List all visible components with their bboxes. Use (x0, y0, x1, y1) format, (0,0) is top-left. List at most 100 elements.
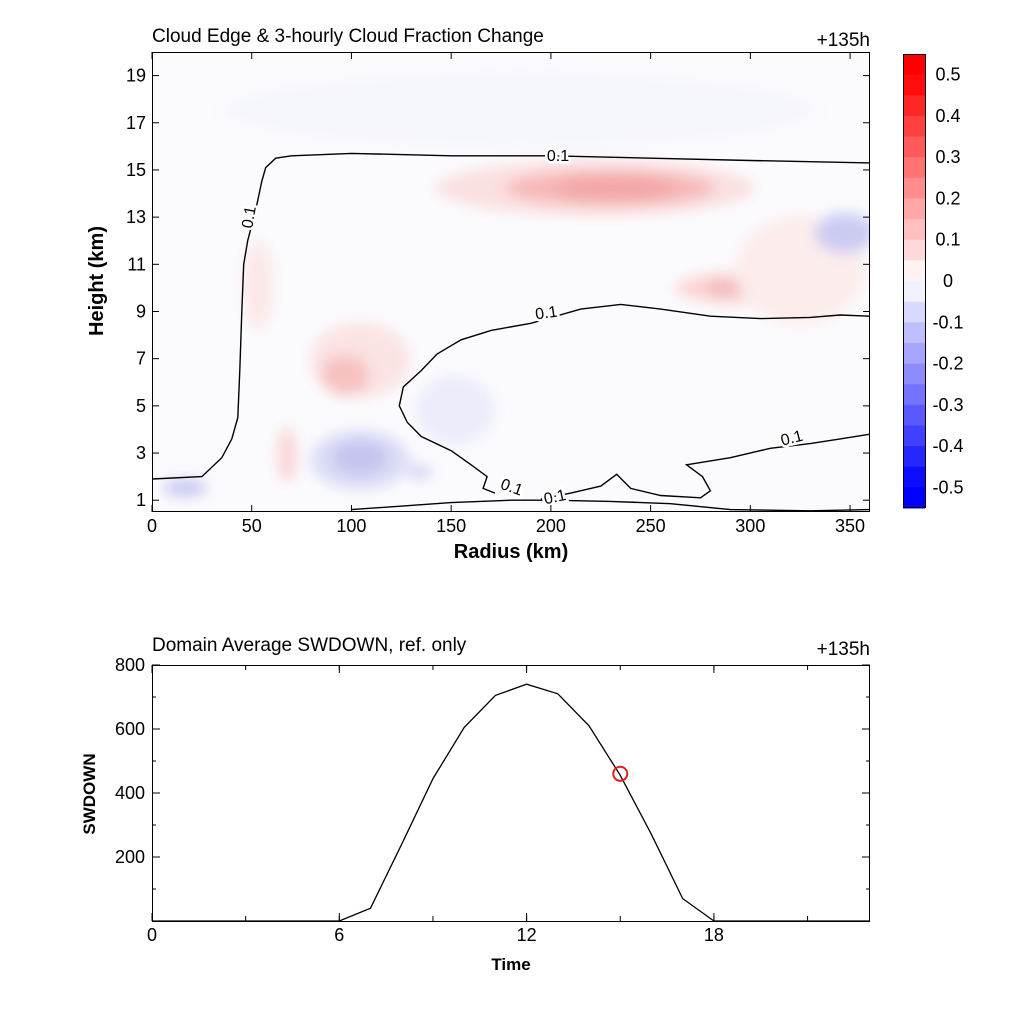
heatmap-x-tick-label: 350 (835, 516, 865, 536)
contour-line-3 (540, 433, 870, 500)
colorbar-cell (903, 219, 925, 241)
line-x-tick-label: 12 (517, 925, 537, 945)
line-x-tick-label: 18 (704, 925, 724, 945)
line-series-swdown (152, 683, 870, 922)
heatmap-x-tick-label: 300 (735, 516, 765, 536)
colorbar-cell (903, 157, 925, 179)
line-x-tick-label: 0 (147, 925, 157, 945)
heatmap-blob-pos-upper-inner (555, 177, 675, 199)
line-x-tick-label: 6 (334, 925, 344, 945)
contour-label-top: 0.1 (547, 148, 569, 165)
colorbar-cell (903, 487, 925, 509)
contour-label-left: 0.1 (239, 205, 260, 230)
heatmap-y-tick-label: 15 (126, 160, 146, 180)
colorbar-cell (903, 404, 925, 426)
heatmap-panel: Cloud Edge & 3-hourly Cloud Fraction Cha… (86, 26, 870, 563)
heatmap-title: Cloud Edge & 3-hourly Cloud Fraction Cha… (152, 26, 544, 47)
colorbar-cell (903, 260, 925, 282)
line-y-axis: 200 400 600 800 (115, 655, 870, 890)
colorbar-cell (903, 74, 925, 96)
colorbar-cell (903, 384, 925, 406)
heatmap-x-tick-label: 250 (636, 516, 666, 536)
colorbar-cell (903, 177, 925, 199)
colorbar-cell (903, 363, 925, 385)
colorbar-tick-label: 0.2 (935, 188, 960, 208)
line-y-tick-label: 600 (115, 719, 145, 739)
heatmap-y-axis-label: Height (km) (86, 226, 108, 336)
colorbar-tick-label: -0.2 (932, 354, 963, 374)
heatmap-x-tick-label: 200 (536, 516, 566, 536)
colorbar-labels: 0.5 0.4 0.3 0.2 0.1 0 -0.1 -0.2 -0.3 -0.4 -0.5 (932, 65, 963, 498)
colorbar-tick-label: 0.4 (935, 106, 960, 126)
line-x-axis: 0 6 12 18 (147, 665, 809, 945)
colorbar-tick-label: 0.3 (935, 147, 960, 167)
colorbar-cell (903, 301, 925, 323)
heatmap-blob-neg-left-edge (163, 479, 207, 497)
heatmap-y-tick-label: 1 (136, 490, 146, 510)
heatmap-blob-neg-low-core (332, 441, 388, 475)
contour-line-0 (152, 152, 870, 480)
heatmap-y-tick-label: 13 (126, 207, 146, 227)
heatmap-blob-neg-mid (415, 375, 495, 445)
colorbar-cell (903, 54, 925, 76)
line-y-tick-label: 200 (115, 847, 145, 867)
colorbar-cells (903, 54, 925, 509)
heatmap-blob-pos-edge (242, 240, 274, 330)
heatmap-y-tick-label: 11 (127, 254, 146, 274)
heatmap-time-label: +135h (817, 30, 870, 51)
colorbar-tick-label: 0.1 (935, 230, 960, 250)
heatmap-x-axis-label: Radius (km) (454, 541, 568, 563)
colorbar-cell (903, 136, 925, 158)
colorbar-cell (903, 239, 925, 261)
colorbar-cell (903, 95, 925, 117)
heatmap-y-tick-label: 7 (136, 349, 146, 369)
line-frame (152, 665, 870, 922)
colorbar-cell (903, 198, 925, 220)
heatmap-blob-pos-left-core (321, 355, 369, 395)
heatmap-y-tick-label: 17 (126, 113, 146, 133)
heatmap-x-tick-label: 100 (336, 516, 366, 536)
heatmap-blob-pos-low (277, 427, 297, 483)
heatmap-x-tick-label: 0 (147, 516, 157, 536)
heatmap-y-tick-label: 9 (136, 301, 146, 321)
colorbar-tick-label: -0.5 (932, 477, 963, 497)
colorbar-tick-label: 0 (943, 271, 953, 291)
line-current-time-marker (612, 765, 629, 782)
heatmap-contours (152, 152, 870, 512)
colorbar-tick-label: -0.3 (932, 395, 963, 415)
heatmap-frame (152, 52, 870, 512)
line-x-axis-label: Time (491, 955, 530, 974)
line-title: Domain Average SWDOWN, ref. only (152, 635, 467, 656)
line-panel: Domain Average SWDOWN, ref. only +135h 0… (80, 635, 870, 974)
colorbar-cell (903, 322, 925, 344)
colorbar-cell (903, 281, 925, 303)
contour-line-1 (351, 499, 870, 512)
colorbar-frame (903, 54, 926, 508)
heatmap-y-tick-label: 19 (126, 66, 146, 86)
heatmap-y-tick-label: 5 (136, 396, 146, 416)
colorbar-tick-label: 0.5 (935, 65, 960, 85)
heatmap-field (152, 70, 870, 512)
colorbar-tick-label: -0.4 (932, 436, 963, 456)
contour-label-mid: 0.1 (534, 304, 558, 324)
heatmap-x-tick-label: 50 (242, 516, 262, 536)
colorbar-cell (903, 425, 925, 447)
heatmap-y-tick-label: 3 (136, 443, 146, 463)
colorbar-cell (903, 446, 925, 468)
line-y-tick-label: 800 (115, 655, 145, 675)
colorbar: 0.5 0.4 0.3 0.2 0.1 0 -0.1 -0.2 -0.3 -0.4 -0.5 (903, 54, 964, 509)
heatmap-x-tick-label: 150 (436, 516, 466, 536)
heatmap-x-axis: 0 50 100 150 200 250 300 350 (147, 52, 865, 536)
heatmap-blobs (163, 70, 870, 497)
heatmap-blob-neg-top (220, 70, 820, 150)
contour-line-2 (398, 303, 870, 494)
heatmap-blob-neg-patch (408, 464, 432, 480)
colorbar-cell (903, 342, 925, 365)
line-time-label: +135h (817, 639, 870, 660)
colorbar-cell (903, 466, 925, 488)
colorbar-cell (903, 115, 925, 138)
heatmap-blob-neg-right (815, 213, 870, 253)
colorbar-tick-label: -0.1 (932, 312, 963, 332)
